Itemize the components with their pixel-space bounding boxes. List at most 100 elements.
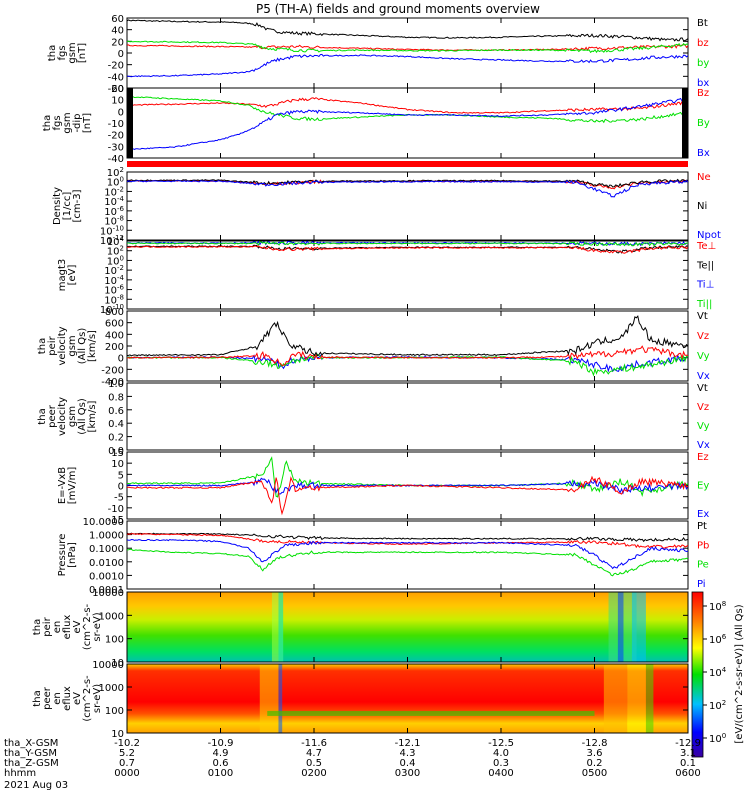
xaxis-date: 2021 Aug 03 <box>4 780 68 791</box>
ytick-label: -5 <box>114 493 124 504</box>
series-Ti|| <box>127 241 688 247</box>
ytick-label: 10-10 <box>100 224 124 237</box>
panel-5-frame <box>126 310 689 382</box>
ytick-label: 10 <box>111 658 124 669</box>
ytick-label: 400 <box>105 330 124 341</box>
panel-7-ylabel: E=-VxB[mV/m] <box>57 467 78 505</box>
panel-1-frame <box>126 17 689 89</box>
ytick-label: -40 <box>108 72 124 83</box>
series-Te⊥ <box>127 245 688 254</box>
xaxis-value: -12.5 <box>488 738 514 749</box>
ytick-label: 0.0100 <box>89 558 124 569</box>
legend-Bx: Bx <box>697 148 710 159</box>
ytick-label: 10-2 <box>104 264 124 277</box>
legend-Ti⊥: Ti⊥ <box>696 280 714 291</box>
xaxis-value: 4.0 <box>493 748 509 759</box>
xaxis-value: 0.7 <box>119 758 135 769</box>
ytick-label: -10 <box>108 119 124 130</box>
ytick-label: 0.6 <box>108 406 124 417</box>
xaxis-value: -12.1 <box>395 738 421 749</box>
ytick-label: 10000 <box>92 660 124 671</box>
xaxis-value: 0000 <box>114 768 139 779</box>
legend-Vy: Vy <box>697 351 710 362</box>
colorbar-tick-label: 100 <box>709 732 726 745</box>
ytick-label: 10000 <box>92 588 124 599</box>
series-by <box>127 40 688 54</box>
x-axis-annotation: tha_X-GSM -10.2 -10.9 -11.6 -12.1 -12.5 -12.8 -… <box>4 738 701 791</box>
xaxis-value: 0200 <box>301 768 326 779</box>
series-bz <box>127 44 688 52</box>
ytick-label: 1000 <box>99 683 124 694</box>
ytick-label: 0.1000 <box>89 544 124 555</box>
spectrogram-feature <box>271 592 284 662</box>
series-Ni <box>127 178 688 189</box>
panel-2-ylabel: thafgsgsm-dip[nT] <box>42 112 93 133</box>
xaxis-value: 0600 <box>675 768 700 779</box>
ytick-label: 20 <box>111 37 124 48</box>
legend-Vx: Vx <box>697 371 710 382</box>
plot-title: P5 (TH-A) fields and ground moments over… <box>256 2 540 16</box>
ytick-label: 0 <box>118 49 124 60</box>
series-Ez <box>127 475 688 516</box>
series-Pb <box>127 533 688 549</box>
ytick-label: 10 <box>111 729 124 740</box>
xaxis-row-label: tha_Y-GSM <box>4 748 57 759</box>
spectrogram-feature <box>631 592 646 662</box>
ytick-label: 1000 <box>99 611 124 622</box>
xaxis-value: 4.3 <box>400 748 416 759</box>
spectrogram-9 <box>127 592 688 662</box>
panel-8: Pressure[nPa] 10.0000 1.0000 0.1000 0.0100 0.… <box>57 517 709 596</box>
panels: thafgsgsm[nT]6040200-20-40-60Btbzbybxtha… <box>32 14 721 740</box>
ytick-label: 0.0010 <box>89 571 124 582</box>
series-Bt <box>127 19 688 42</box>
spectrogram-feature <box>617 592 624 662</box>
series-Ey <box>127 456 688 498</box>
ytick-label: 0 <box>118 107 124 118</box>
panel-5: thapeirvelocitygsm(All Qs)[km/s] 80060040… <box>37 307 710 388</box>
ytick-label: -40 <box>108 154 124 165</box>
ytick-label: 0.8 <box>108 392 124 403</box>
legend-Ex: Ex <box>697 509 709 520</box>
legend-Ez: Ez <box>697 452 709 463</box>
xaxis-row-label: tha_X-GSM <box>4 738 58 749</box>
ytick-label: 10-10 <box>100 303 124 316</box>
panel-4-frame <box>126 240 689 310</box>
ytick-label: 10-2 <box>104 185 124 198</box>
ytick-label: 10-4 <box>104 195 124 208</box>
xaxis-value: 0300 <box>395 768 420 779</box>
ytick-label: 1.0000 <box>89 531 124 542</box>
legend-Ti||: Ti|| <box>696 299 712 310</box>
ytick-label: 102 <box>107 166 124 179</box>
ytick-label: 60 <box>111 14 124 25</box>
legend-bx: bx <box>697 78 709 89</box>
panel-5-ylabel: thapeirvelocitygsm(All Qs)[km/s] <box>37 326 98 365</box>
xaxis-value: 0.1 <box>680 758 696 769</box>
panel-10: thapeerenefluxeV(cm^2-s-sr-eV) 10000 1000 1… <box>32 660 689 740</box>
legend-Vt: Vt <box>697 383 708 394</box>
panel-8-ylabel: Pressure[nPa] <box>57 534 78 577</box>
colorbar-tick-label: 106 <box>709 633 727 646</box>
ytick-label: 10-4 <box>104 274 124 287</box>
colorbar-label: [eV/(cm^2-s-sr-eV)] (All Qs) <box>734 604 745 743</box>
xaxis-value: 3.6 <box>587 748 603 759</box>
xaxis-value: 3.1 <box>680 748 696 759</box>
ytick-label: 100 <box>105 635 124 646</box>
legend-Npot: Npot <box>697 230 721 241</box>
panel-6: thapeervelocitygsm(All Qs)[km/s] 1.0 0.8 0.… <box>37 379 710 457</box>
mode-flag-bar <box>127 161 688 167</box>
legend-Pt: Pt <box>697 521 707 532</box>
series-Pe <box>127 548 688 577</box>
xaxis-row-label: tha_Z-GSM <box>4 758 59 769</box>
spectrogram-feature <box>267 710 595 716</box>
panel-9-ylabel: thapeirenefluxeV(cm^2-s-sr-eV) <box>32 603 103 650</box>
ytick-label: 40 <box>111 26 124 37</box>
colorbar: 108 106 104 102 100 [eV/(cm^2-s-sr-eV)] (All… <box>691 591 745 758</box>
spectrogram-feature <box>603 664 628 733</box>
ytick-label: -20 <box>108 61 124 72</box>
legend-Pi: Pi <box>697 579 706 590</box>
spectrogram-feature <box>278 664 283 733</box>
